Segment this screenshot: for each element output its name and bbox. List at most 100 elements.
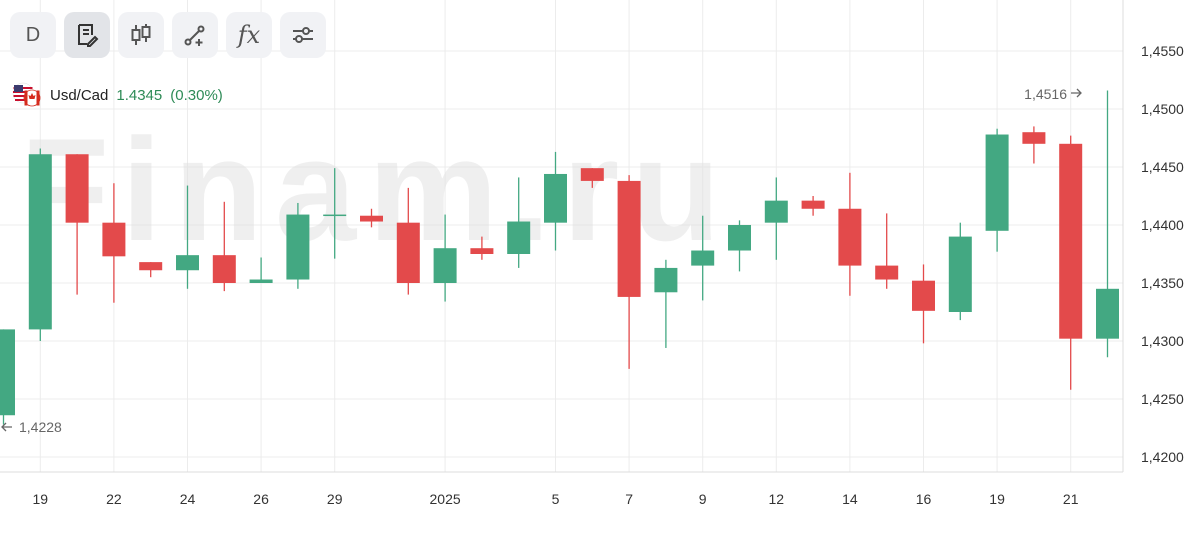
candle-body [65,154,89,223]
x-tick-label: 19 [989,491,1005,507]
chart-type-button[interactable] [118,12,164,58]
x-tick-label: 22 [106,491,122,507]
candle [176,185,199,289]
candle [212,201,236,292]
candle-body [323,214,347,217]
y-tick-label: 1,4400 [1141,217,1184,233]
notes-button[interactable] [64,12,110,58]
candle [801,196,825,216]
candle [102,183,126,303]
candle-body [28,154,52,330]
candle [1022,126,1046,164]
draw-icon [184,25,205,46]
x-tick-label: 12 [769,491,785,507]
candle-body [764,200,788,223]
min-price-label: 1,4228 [19,419,62,435]
candle [544,151,567,251]
timeframe-button[interactable]: D [10,12,56,58]
candle [912,264,935,344]
candle-body [249,279,273,283]
candle-body [286,214,310,280]
candle-body [1059,143,1083,339]
candle-body [176,255,199,271]
candle [691,215,715,301]
usd-cad-flag-icon [12,82,41,107]
candle [728,220,751,272]
candle [875,213,899,289]
y-tick-label: 1,4350 [1141,275,1184,291]
price-change: (0.30%) [170,86,223,104]
candle [948,222,972,321]
candle [433,214,457,302]
x-tick-label: 2025 [430,491,461,507]
x-tick-label: 7 [625,491,633,507]
candle [286,202,310,289]
x-tick-label: 14 [842,491,858,507]
last-price: 1.4345 [116,86,163,104]
x-tick-label: 16 [916,491,932,507]
candle [323,168,347,259]
candle [580,168,604,188]
candle-body [139,262,163,271]
candles [0,90,1119,425]
drawing-button[interactable] [172,12,218,58]
notes-icon [78,24,99,47]
candle [65,154,89,295]
max-arrow-icon [1071,88,1082,98]
candle [1059,135,1083,390]
x-tick-label: 24 [180,491,196,507]
candle-body [948,236,972,312]
y-axis: 1,4200 1,4250 1,4300 1,4350 1,4400 1,4450 1,45… [1141,43,1184,465]
candle-body [433,248,457,283]
candle-body [1096,288,1119,339]
candle-body [507,221,531,254]
candle [985,128,1009,252]
y-tick-label: 1,4250 [1141,391,1184,407]
candle-body [544,173,567,223]
toolbar: D fx [10,12,326,58]
candle-body [1022,132,1046,144]
candle-body [212,255,236,283]
candle-body [360,215,383,222]
candle-body [102,222,126,257]
x-tick-label: 5 [552,491,560,507]
candle-body [396,222,420,283]
x-tick-label: 9 [699,491,707,507]
settings-button[interactable] [280,12,326,58]
x-tick-label: 19 [33,491,49,507]
x-tick-label: 21 [1063,491,1079,507]
candle-body [654,267,678,293]
candle [28,148,52,341]
candle [654,259,678,348]
candle-body [728,225,751,251]
timeframe-label: D [25,23,41,46]
settings-sliders-icon [293,27,313,43]
min-arrow-icon [1,422,12,432]
candle [249,257,273,283]
candle [470,236,494,260]
candle [0,329,15,425]
candle [507,177,531,268]
x-tick-label: 26 [253,491,269,507]
candle [838,172,862,296]
y-tick-label: 1,4200 [1141,449,1184,465]
max-price-label: 1,4516 [1024,86,1067,102]
indicators-button[interactable]: fx [226,12,272,58]
annotations: 1,4516 1,4228 [1,86,1082,435]
x-tick-label: 29 [327,491,343,507]
watermark: Finam.ru [20,108,733,271]
candle-body [0,329,15,416]
x-axis: 19 22 24 26 29 2025 5 7 9 12 14 16 19 21 [33,491,1079,507]
candle [1096,90,1119,358]
candle [396,187,420,295]
candle-body [985,134,1009,231]
candle-body [875,265,899,280]
candle-body [912,280,935,311]
candles-icon [131,24,151,45]
y-tick-label: 1,4500 [1141,101,1184,117]
candle-body [801,200,825,209]
candle [360,208,383,228]
candle-body [617,180,641,297]
y-tick-label: 1,4300 [1141,333,1184,349]
